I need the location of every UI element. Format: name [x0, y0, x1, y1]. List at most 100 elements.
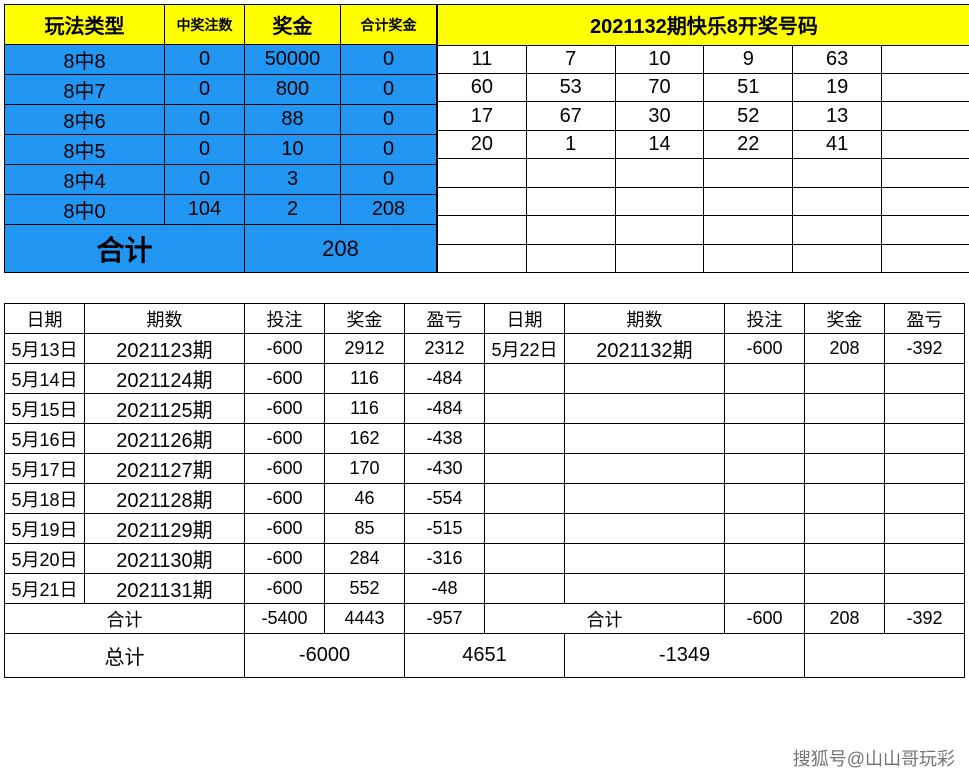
prize-cell: 3: [245, 165, 341, 195]
h-bet2: 投注: [725, 304, 805, 334]
draw-cell: [793, 216, 882, 244]
hist-cell: 46: [325, 484, 405, 514]
hist-cell: [885, 514, 965, 544]
h-prize2: 奖金: [805, 304, 885, 334]
draw-cell: 20: [438, 130, 527, 158]
draw-cell: 41: [793, 130, 882, 158]
draw-cell: 7: [526, 45, 615, 73]
hist-cell: [485, 484, 565, 514]
hdr-total: 合计奖金: [341, 5, 437, 45]
hist-cell: -430: [405, 454, 485, 484]
prize-cell: 8中0: [5, 195, 165, 225]
draw-cell: 30: [615, 102, 704, 130]
hist-cell: 85: [325, 514, 405, 544]
subtotal-r-pl: -392: [885, 604, 965, 634]
hist-cell: 2021125期: [85, 394, 245, 424]
top-section: 玩法类型 中奖注数 奖金 合计奖金 8中805000008中7080008中60…: [4, 4, 965, 273]
hist-cell: [805, 394, 885, 424]
draw-cell: [438, 187, 527, 215]
draw-cell: 1: [526, 130, 615, 158]
draw-cell: 53: [526, 74, 615, 102]
grand-blank: [805, 634, 965, 678]
prize-cell: 0: [165, 105, 245, 135]
h-bet: 投注: [245, 304, 325, 334]
hist-cell: 2021129期: [85, 514, 245, 544]
prize-cell: 50000: [245, 45, 341, 75]
draw-cell: [704, 187, 793, 215]
hist-cell: -515: [405, 514, 485, 544]
draw-cell: [526, 187, 615, 215]
hist-cell: [805, 574, 885, 604]
draw-cell: 13: [793, 102, 882, 130]
hist-cell: -600: [245, 574, 325, 604]
history-table: 日期 期数 投注 奖金 盈亏 日期 期数 投注 奖金 盈亏 5月13日20211…: [4, 303, 965, 678]
hist-cell: [565, 514, 725, 544]
hist-cell: [725, 424, 805, 454]
prize-cell: 8中7: [5, 75, 165, 105]
hist-cell: [725, 574, 805, 604]
hist-cell: -48: [405, 574, 485, 604]
draw-cell: 67: [526, 102, 615, 130]
h-period: 期数: [85, 304, 245, 334]
prize-cell: 0: [165, 75, 245, 105]
draw-title: 2021132期快乐8开奖号码: [438, 5, 969, 46]
hist-cell: -600: [725, 334, 805, 364]
prize-cell: 208: [341, 195, 437, 225]
draw-cell: 52: [704, 102, 793, 130]
draw-cell: [704, 244, 793, 272]
hist-cell: [805, 454, 885, 484]
hist-cell: 2021131期: [85, 574, 245, 604]
draw-cell: 14: [615, 130, 704, 158]
h-date2: 日期: [485, 304, 565, 334]
hist-cell: -554: [405, 484, 485, 514]
hist-cell: [805, 484, 885, 514]
draw-cell: [615, 159, 704, 187]
hist-cell: [725, 514, 805, 544]
prize-cell: 0: [341, 165, 437, 195]
hist-cell: -484: [405, 394, 485, 424]
hist-cell: 2021123期: [85, 334, 245, 364]
watermark: 搜狐号@山山哥玩彩: [793, 745, 955, 771]
subtotal-r-label: 合计: [485, 604, 725, 634]
hist-cell: [565, 364, 725, 394]
hist-cell: [565, 574, 725, 604]
subtotal-l-prize: 4443: [325, 604, 405, 634]
draw-cell: 70: [615, 74, 704, 102]
hist-cell: [485, 544, 565, 574]
hist-cell: -392: [885, 334, 965, 364]
prize-cell: 8中6: [5, 105, 165, 135]
hist-cell: 2312: [405, 334, 485, 364]
hist-cell: 170: [325, 454, 405, 484]
hist-cell: 5月13日: [5, 334, 85, 364]
hist-cell: [885, 574, 965, 604]
draw-cell: 10: [615, 45, 704, 73]
hist-cell: [565, 454, 725, 484]
hist-cell: [805, 514, 885, 544]
hist-cell: [725, 454, 805, 484]
draw-cell: [881, 244, 969, 272]
draw-cell: 60: [438, 74, 527, 102]
prize-cell: 0: [165, 45, 245, 75]
hist-cell: -600: [245, 454, 325, 484]
hist-cell: [725, 364, 805, 394]
hist-cell: [725, 394, 805, 424]
hist-cell: 5月19日: [5, 514, 85, 544]
hist-cell: -600: [245, 334, 325, 364]
draw-cell: [793, 244, 882, 272]
draw-cell: [881, 216, 969, 244]
hist-cell: [885, 424, 965, 454]
hist-cell: 5月22日: [485, 334, 565, 364]
hist-cell: [725, 484, 805, 514]
hist-cell: -600: [245, 394, 325, 424]
hist-cell: [485, 424, 565, 454]
prize-cell: 0: [165, 135, 245, 165]
draw-cell: [438, 244, 527, 272]
hist-cell: 552: [325, 574, 405, 604]
draw-cell: [615, 244, 704, 272]
prize-cell: 800: [245, 75, 341, 105]
prize-cell: 88: [245, 105, 341, 135]
hist-cell: -438: [405, 424, 485, 454]
draw-cell: [793, 187, 882, 215]
hist-cell: 5月16日: [5, 424, 85, 454]
hist-cell: 208: [805, 334, 885, 364]
